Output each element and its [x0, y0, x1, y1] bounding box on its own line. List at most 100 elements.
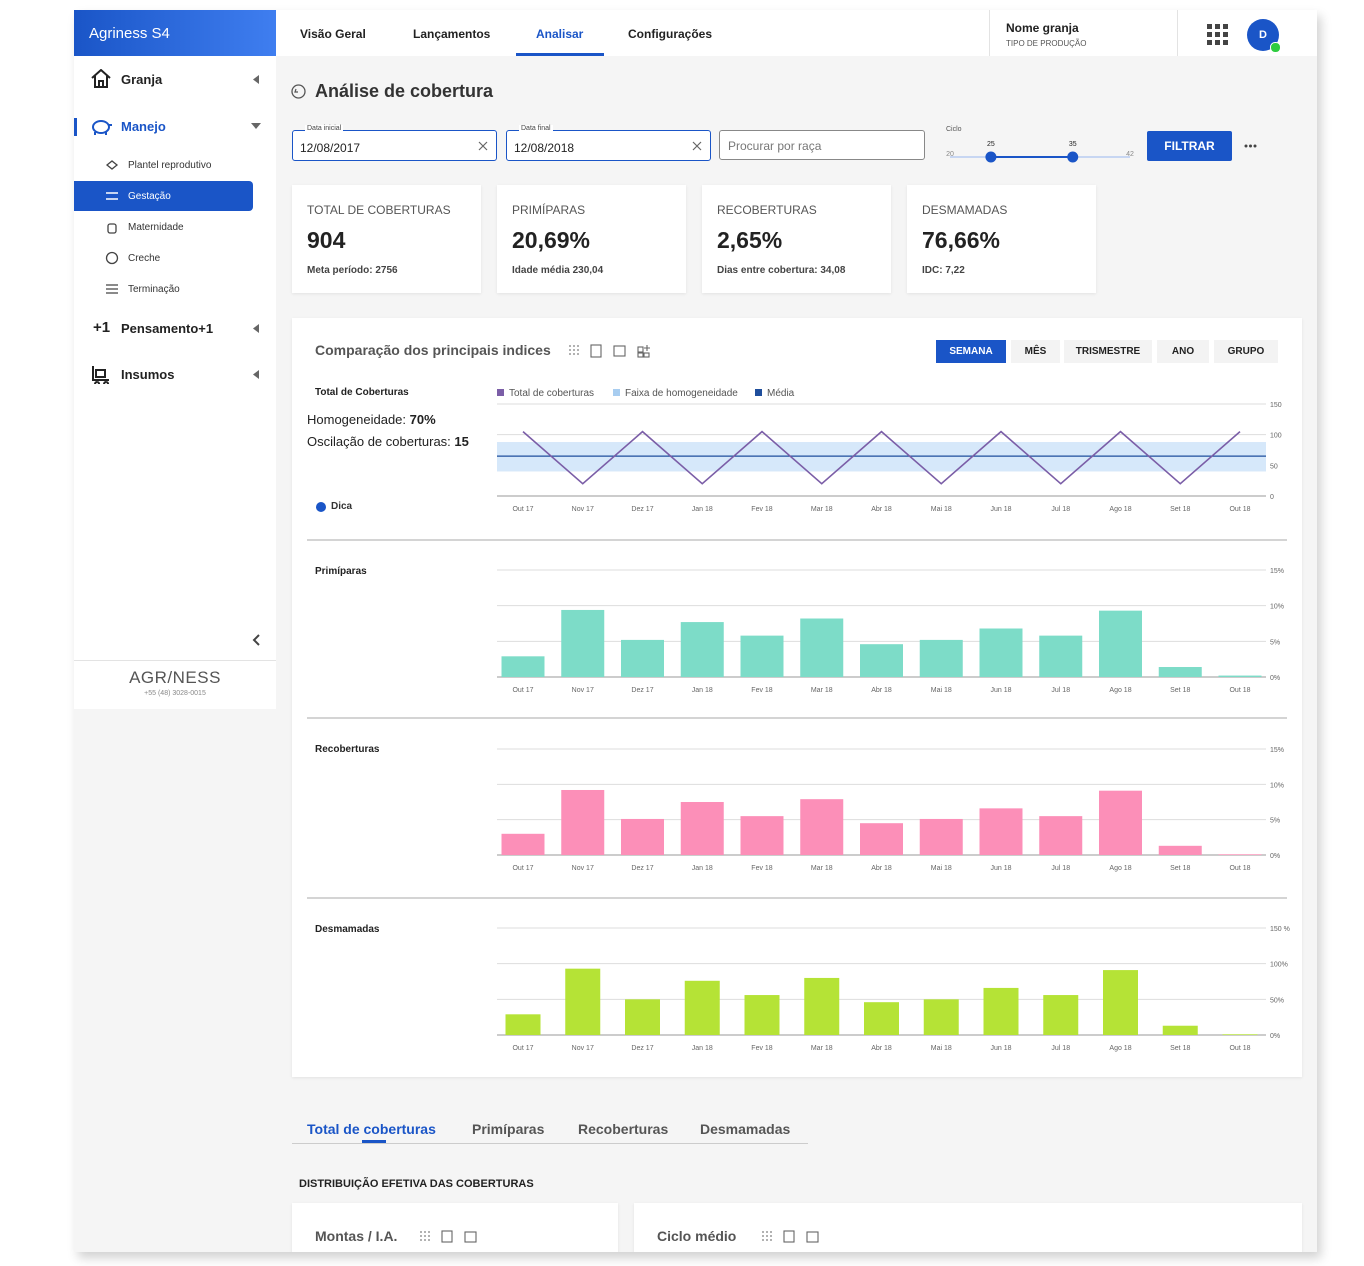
bar: [740, 635, 784, 677]
bar: [1099, 610, 1142, 677]
tab-active[interactable]: Total de coberturas: [307, 1121, 436, 1137]
bar: [979, 628, 1023, 677]
kpi-sub: Idade média 230,04: [512, 265, 604, 276]
nav-tab-active[interactable]: Analisar: [536, 27, 584, 41]
period-button[interactable]: MÊS: [1011, 340, 1060, 363]
legend-label: Total de coberturas: [509, 388, 594, 399]
kpi-label: TOTAL DE COBERTURAS: [307, 203, 451, 217]
x-tick-label: Nov 17: [572, 865, 594, 872]
submenu-item[interactable]: Terminação: [128, 284, 180, 295]
bar: [501, 656, 545, 677]
card-title: Ciclo médio: [657, 1228, 737, 1244]
menu-item[interactable]: Granja: [121, 72, 163, 87]
export-icons[interactable]: [419, 1230, 479, 1243]
period-button-active[interactable]: SEMANA: [936, 340, 1006, 363]
x-tick-label: Jul 18: [1051, 865, 1070, 872]
period-button[interactable]: ANO: [1157, 340, 1209, 363]
y-tick-label: 0: [1270, 494, 1274, 501]
divider: [74, 660, 276, 661]
bar: [680, 622, 724, 677]
nav-tab[interactable]: Lançamentos: [413, 27, 491, 41]
tip[interactable]: Dica: [331, 501, 353, 512]
divider: [989, 10, 990, 56]
apps-icon[interactable]: [1207, 24, 1228, 45]
tab[interactable]: Recoberturas: [578, 1121, 669, 1137]
x-tick-label: Jun 18: [990, 1045, 1011, 1052]
bar: [561, 789, 605, 855]
bar: [505, 1014, 541, 1035]
line-series: [522, 430, 1241, 485]
tab-indicator: [362, 1140, 386, 1143]
card: Ciclo médio: [634, 1203, 1302, 1252]
submenu-item[interactable]: Creche: [128, 253, 161, 264]
submenu-active-bg[interactable]: [74, 181, 253, 211]
kpi-label: PRIMÍPARAS: [512, 203, 586, 217]
legend-label: Média: [767, 388, 795, 399]
bar: [621, 639, 664, 677]
slider-track: 20 42 25 35: [946, 141, 1134, 163]
x-tick-label: Out 18: [1229, 687, 1250, 694]
x-tick-label: Mai 18: [931, 1045, 952, 1052]
x-tick-label: Jan 18: [692, 687, 713, 694]
legend-label: Faixa de homogeneidade: [625, 388, 738, 399]
button-text: FILTRAR: [1164, 139, 1215, 153]
breed-search[interactable]: Procurar por raça: [719, 130, 925, 160]
nav-tab[interactable]: Configurações: [628, 27, 713, 41]
x-tick-label: Dez 17: [631, 687, 653, 694]
period-button[interactable]: GRUPO: [1214, 340, 1278, 363]
tab[interactable]: Primíparas: [472, 1121, 545, 1137]
x-tick-label: Mar 18: [811, 506, 833, 513]
period-button[interactable]: TRISMESTRE: [1064, 340, 1152, 363]
icon: [106, 284, 118, 294]
x-tick-label: Abr 18: [871, 1045, 892, 1052]
bar: [501, 833, 545, 855]
tab[interactable]: Desmamadas: [700, 1121, 791, 1137]
bar: [919, 818, 963, 855]
clear-icon[interactable]: [692, 141, 702, 151]
x-tick-label: Mai 18: [931, 865, 952, 872]
x-tick-label: Mar 18: [811, 687, 833, 694]
filter-button[interactable]: FILTRAR: [1147, 131, 1232, 161]
x-tick-label: Nov 17: [572, 506, 594, 513]
card: Montas / I.A.: [292, 1203, 618, 1252]
x-tick-label: Fev 18: [751, 865, 773, 872]
bar: [1043, 995, 1079, 1035]
submenu-item[interactable]: Maternidade: [128, 222, 184, 233]
x-tick-label: Jan 18: [692, 865, 713, 872]
brand[interactable]: Agriness S4: [74, 10, 276, 56]
menu-item[interactable]: Pensamento+1: [121, 321, 214, 336]
placeholder: Procurar por raça: [728, 139, 822, 153]
cycle-slider[interactable]: Ciclo 20 42 25 35: [940, 122, 1136, 167]
submenu-item[interactable]: Plantel reprodutivo: [128, 160, 212, 171]
x-tick-label: Jul 18: [1051, 1045, 1070, 1052]
submenu-item-active[interactable]: Gestação: [128, 191, 171, 202]
icon: [106, 192, 118, 200]
divider: [1177, 10, 1178, 56]
menu-item-active[interactable]: Manejo: [121, 119, 166, 134]
chart-title: Total de Coberturas: [315, 387, 409, 398]
x-tick-label: Dez 17: [631, 1045, 653, 1052]
thumb[interactable]: [1067, 151, 1079, 163]
export-icons[interactable]: [761, 1230, 821, 1243]
x-tick-label: Ago 18: [1109, 687, 1131, 694]
clear-icon[interactable]: [478, 141, 488, 151]
bar: [923, 999, 959, 1035]
date-start[interactable]: Data inicial 12/08/2017: [292, 125, 497, 161]
date-end[interactable]: Data final 12/08/2018: [506, 125, 711, 161]
menu-item[interactable]: Insumos: [121, 367, 175, 382]
more-button[interactable]: [1244, 144, 1257, 148]
x-tick-label: Jun 18: [990, 865, 1011, 872]
bar: [1039, 816, 1083, 855]
export-icons[interactable]: [568, 344, 654, 358]
x-tick-label: Jan 18: [692, 1045, 713, 1052]
thumb[interactable]: [985, 151, 997, 163]
kpi-card: TOTAL DE COBERTURAS 904 Meta período: 2756: [292, 185, 481, 293]
collapse-button[interactable]: [252, 634, 260, 646]
x-tick-label: Fev 18: [751, 687, 773, 694]
nav-tab[interactable]: Visão Geral: [300, 27, 366, 41]
footer-phone: +55 (48) 3028-0015: [144, 690, 206, 697]
back-icon[interactable]: [291, 84, 306, 99]
farm-name[interactable]: Nome granja: [1006, 21, 1079, 35]
icon-supplies: [92, 366, 109, 384]
